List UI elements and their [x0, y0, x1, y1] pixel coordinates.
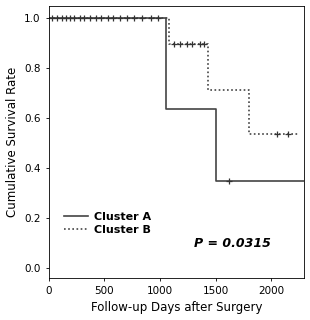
X-axis label: Follow-up Days after Surgery: Follow-up Days after Surgery — [91, 301, 263, 315]
Text: P = 0.0315: P = 0.0315 — [194, 237, 271, 250]
Legend: Cluster A, Cluster B: Cluster A, Cluster B — [60, 207, 156, 239]
Y-axis label: Cumulative Survival Rate: Cumulative Survival Rate — [6, 67, 19, 217]
